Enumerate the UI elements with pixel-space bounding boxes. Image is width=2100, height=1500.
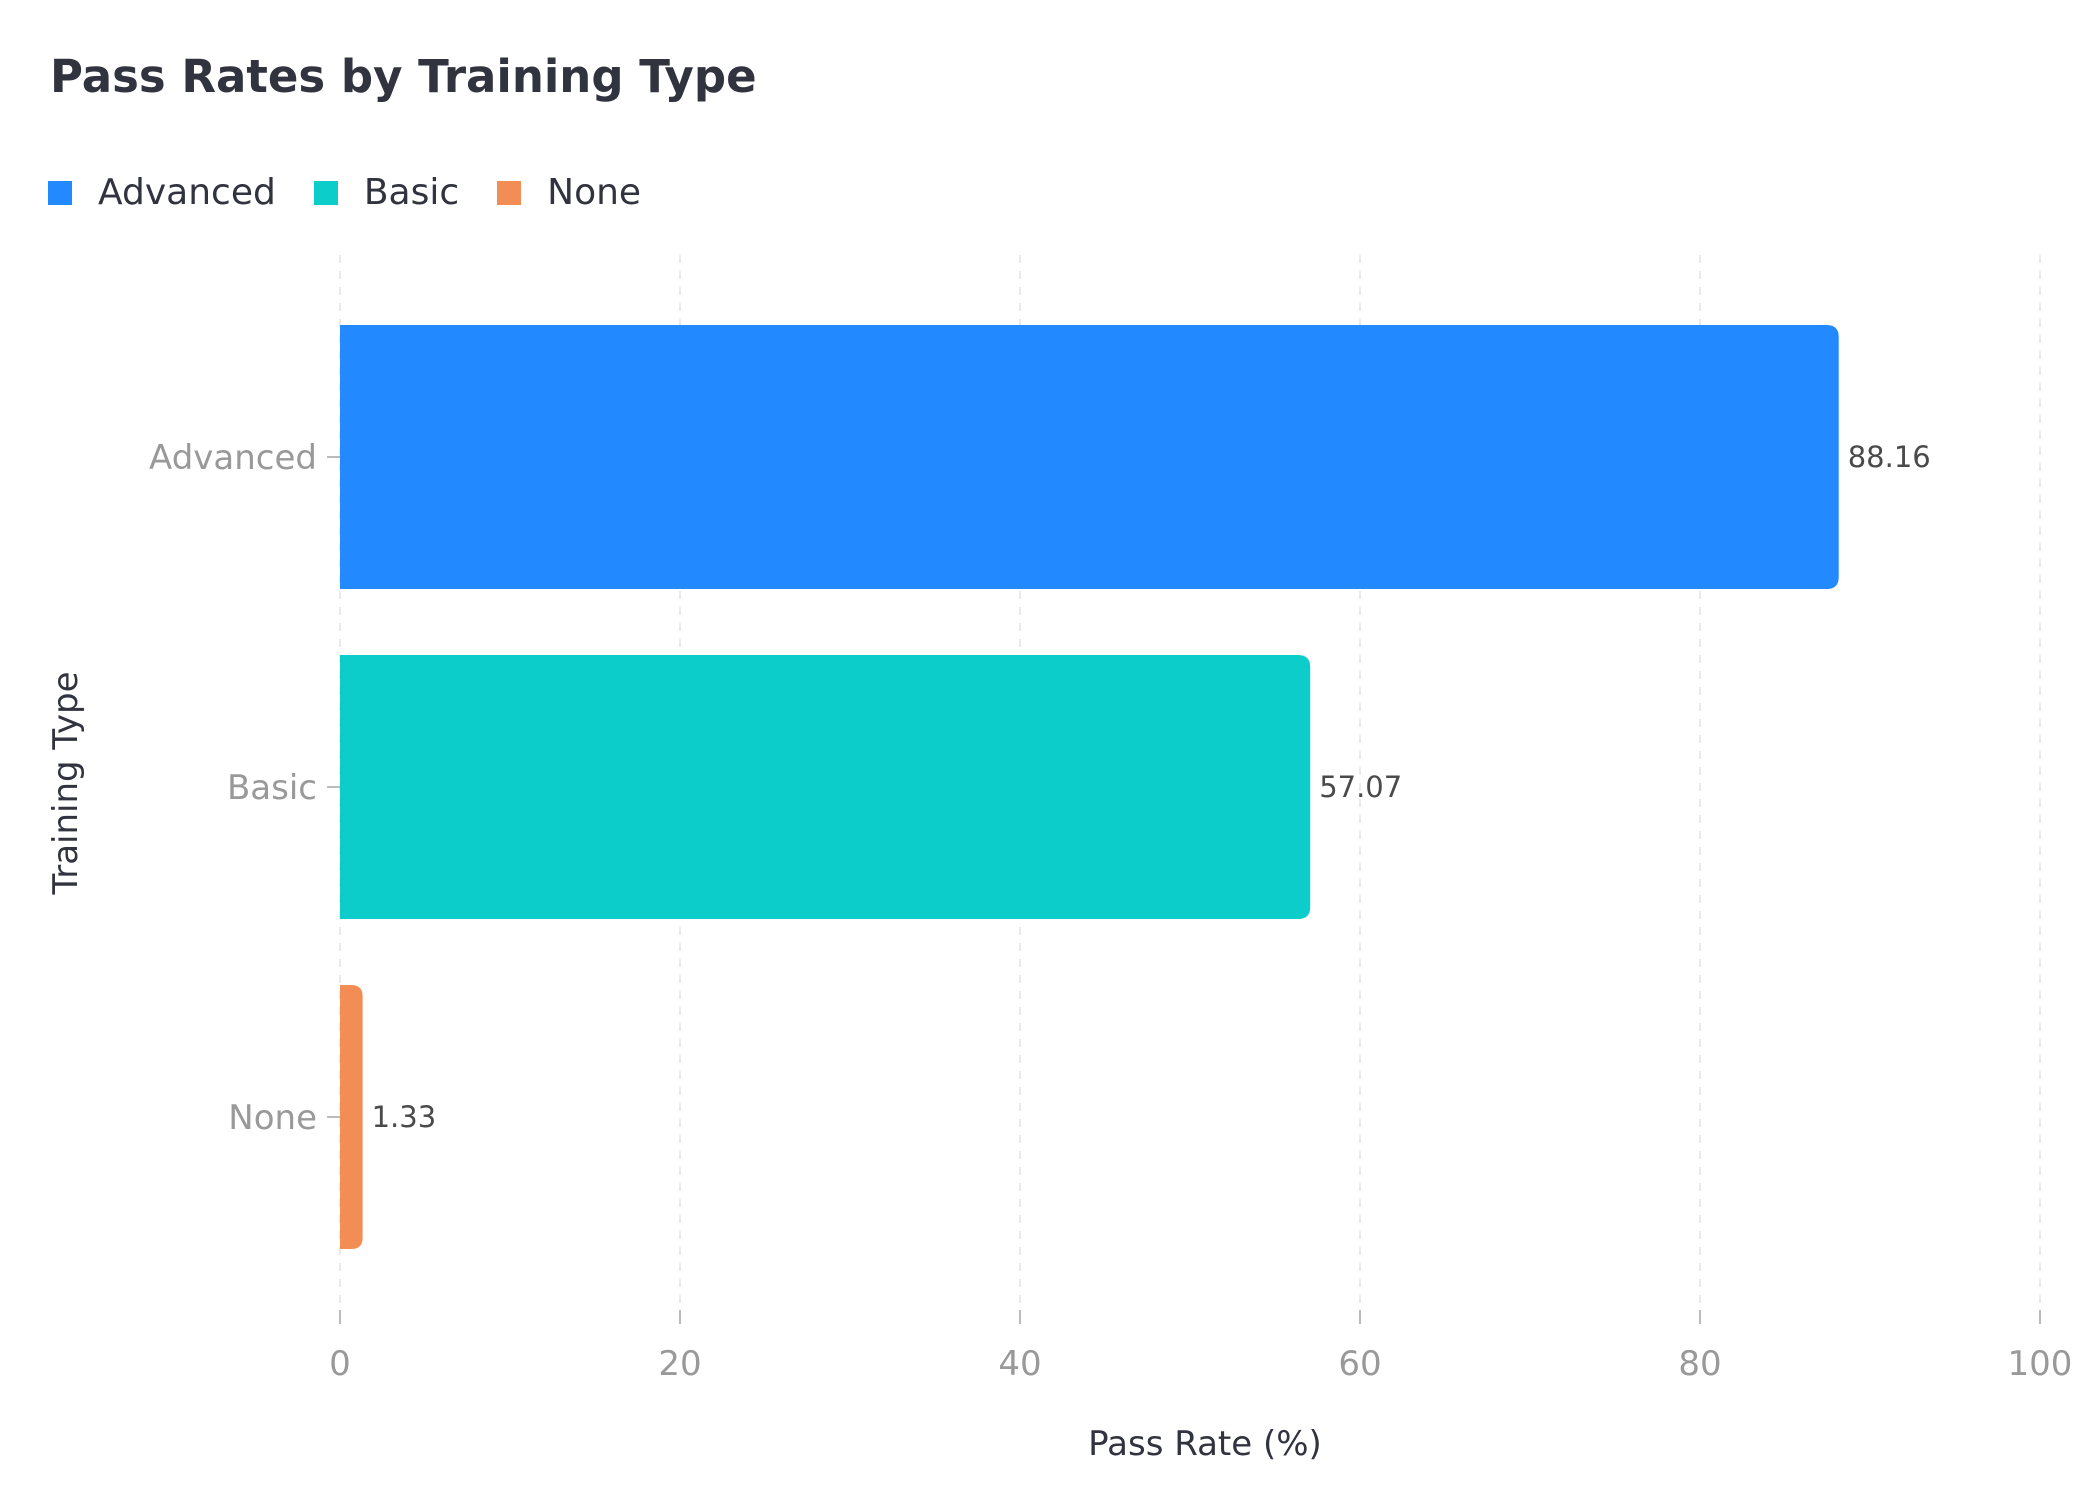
x-axis-ticks: 0 20 40 60 80 100 — [329, 1310, 2072, 1384]
legend-swatch-advanced — [48, 180, 72, 205]
bar-none[interactable] — [340, 985, 363, 1249]
legend-label-advanced: Advanced — [98, 172, 276, 213]
legend: Advanced Basic None — [48, 172, 679, 213]
legend-label-basic: Basic — [363, 172, 460, 213]
x-tick-label: 60 — [1338, 1344, 1381, 1384]
data-label-advanced: 88.16 — [1848, 440, 1931, 474]
x-tick-label: 40 — [998, 1344, 1041, 1384]
data-label-basic: 57.07 — [1319, 770, 1402, 804]
x-tick-label: 20 — [658, 1344, 701, 1384]
y-axis-ticks: Advanced Basic None — [149, 438, 340, 1138]
bars: 88.16 57.07 1.33 — [340, 325, 1931, 1249]
legend-swatch-none — [497, 180, 522, 205]
y-tick-label: None — [228, 1098, 317, 1138]
bar-basic[interactable] — [340, 655, 1311, 919]
legend-swatch-basic — [313, 180, 338, 205]
data-label-none: 1.33 — [372, 1100, 437, 1134]
x-tick-label: 0 — [329, 1344, 351, 1384]
legend-label-none: None — [547, 172, 642, 213]
y-axis-title: Training Type — [46, 671, 86, 895]
x-tick-label: 80 — [1678, 1344, 1721, 1384]
legend-item-none[interactable]: None — [497, 172, 641, 213]
bar-advanced[interactable] — [340, 325, 1839, 589]
y-tick-label: Basic — [227, 768, 317, 808]
y-tick-label: Advanced — [149, 438, 317, 478]
legend-item-basic[interactable]: Basic — [313, 172, 460, 213]
x-axis-title: Pass Rate (%) — [1088, 1424, 1322, 1464]
x-tick-label: 100 — [2008, 1344, 2073, 1384]
legend-item-advanced[interactable]: Advanced — [48, 172, 276, 213]
chart-title: Pass Rates by Training Type — [50, 50, 757, 103]
